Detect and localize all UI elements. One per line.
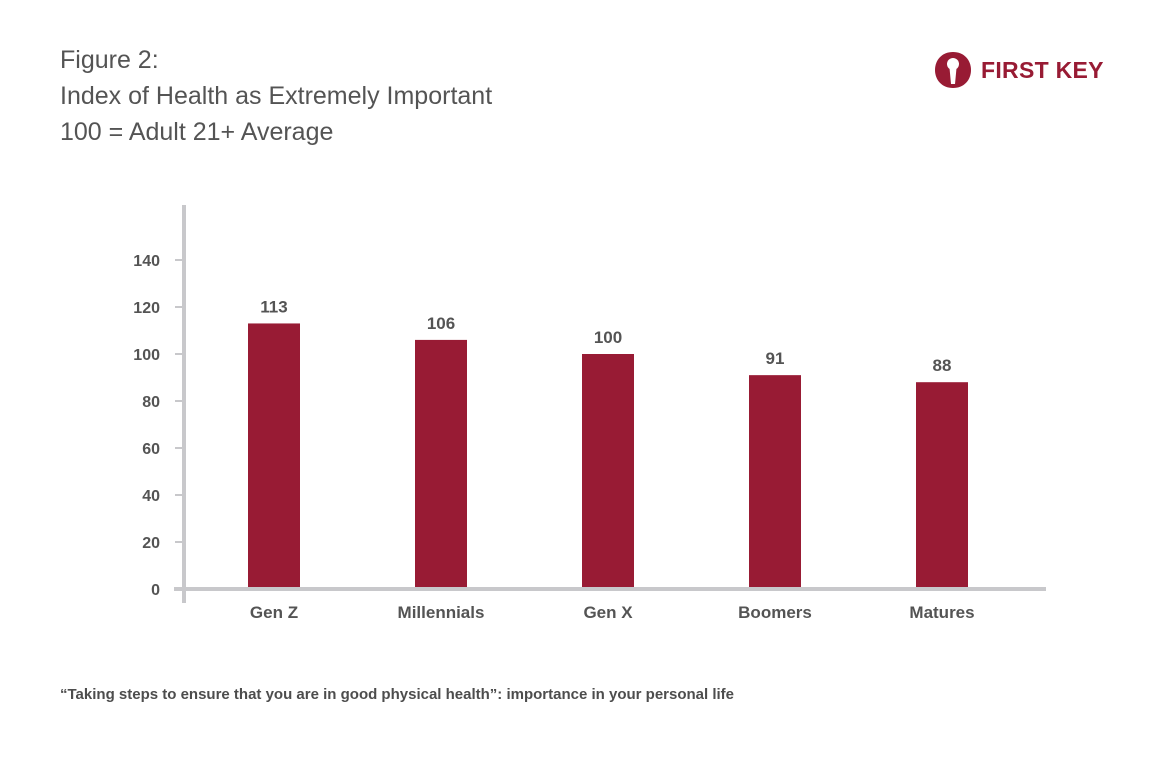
data-label: 88 xyxy=(933,356,952,375)
x-tick-label: Millennials xyxy=(398,603,485,622)
y-tick-label: 60 xyxy=(142,441,160,458)
chart-subtitle: 100 = Adult 21+ Average xyxy=(60,118,334,146)
x-tick-label: Gen Z xyxy=(250,603,298,622)
bar xyxy=(248,323,300,589)
y-tick-label: 0 xyxy=(151,582,160,599)
y-tick-label: 140 xyxy=(133,253,160,270)
bar xyxy=(749,375,801,589)
data-label: 113 xyxy=(260,297,287,316)
bar xyxy=(415,339,467,589)
y-tick-label: 80 xyxy=(142,394,160,411)
y-tick-label: 20 xyxy=(142,535,160,552)
bar xyxy=(582,354,634,589)
logo-text: FIRST KEY xyxy=(981,56,1104,83)
bar xyxy=(916,382,968,589)
keyhole-icon xyxy=(935,52,971,88)
y-tick-label: 100 xyxy=(133,347,160,364)
data-label: 100 xyxy=(594,328,622,347)
figure-label: Figure 2: xyxy=(60,46,159,74)
data-label: 106 xyxy=(427,314,455,333)
x-tick-label: Gen X xyxy=(583,603,633,622)
x-tick-label: Matures xyxy=(909,603,974,622)
y-tick-label: 120 xyxy=(133,300,160,317)
x-tick-label: Boomers xyxy=(738,603,812,622)
y-tick-label: 40 xyxy=(142,488,160,505)
chart-title: Index of Health as Extremely Important xyxy=(60,82,493,110)
brand-logo: FIRST KEY xyxy=(933,50,1104,90)
footnote: “Taking steps to ensure that you are in … xyxy=(60,686,735,703)
data-label: 91 xyxy=(766,349,785,368)
chart-title-block: Figure 2: Index of Health as Extremely I… xyxy=(60,42,492,150)
